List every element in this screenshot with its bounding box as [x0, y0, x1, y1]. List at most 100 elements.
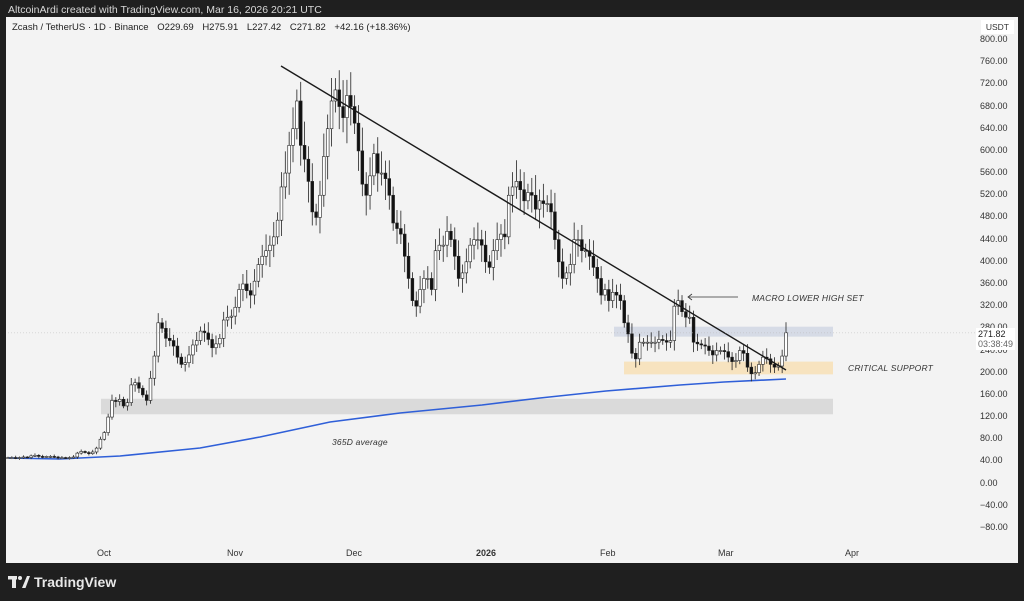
candle-body[interactable] — [445, 231, 449, 246]
candle-body[interactable] — [383, 172, 388, 179]
candle-body[interactable] — [245, 283, 249, 291]
candle-body[interactable] — [453, 239, 457, 257]
candle-body[interactable] — [661, 339, 665, 341]
candle-body[interactable] — [518, 181, 522, 191]
candle-body[interactable] — [372, 153, 376, 177]
candle-body[interactable] — [395, 222, 399, 229]
candle-body[interactable] — [279, 186, 284, 221]
candle-body[interactable] — [241, 283, 245, 290]
candle-body[interactable] — [587, 250, 592, 257]
candle-body[interactable] — [272, 236, 276, 246]
candle-body[interactable] — [329, 100, 334, 130]
candle-body[interactable] — [37, 455, 41, 457]
candle-body[interactable] — [187, 354, 191, 364]
candle-body[interactable] — [175, 345, 180, 358]
candle-body[interactable] — [179, 356, 184, 365]
candle-body[interactable] — [703, 344, 707, 347]
candle-body[interactable] — [6, 457, 10, 459]
candle-body[interactable] — [248, 290, 253, 296]
candle-body[interactable] — [91, 451, 95, 454]
candle-body[interactable] — [429, 278, 434, 290]
candle-body[interactable] — [757, 364, 761, 374]
candle-body[interactable] — [472, 239, 476, 246]
candle-body[interactable] — [476, 239, 480, 241]
candle-body[interactable] — [314, 211, 318, 218]
candle-body[interactable] — [202, 330, 207, 334]
candle-body[interactable] — [418, 289, 422, 307]
candle-body[interactable] — [483, 244, 488, 263]
candle-body[interactable] — [533, 194, 538, 210]
candle-body[interactable] — [391, 194, 395, 224]
candle-body[interactable] — [114, 400, 118, 402]
candle-body[interactable] — [275, 219, 280, 238]
candle-body[interactable] — [29, 455, 33, 458]
candle-body[interactable] — [626, 322, 630, 335]
candle-body[interactable] — [433, 250, 438, 290]
candle-body[interactable] — [144, 394, 149, 401]
candle-body[interactable] — [206, 332, 210, 340]
candle-body[interactable] — [564, 272, 569, 279]
candle-body[interactable] — [60, 457, 64, 459]
candle-body[interactable] — [761, 356, 765, 365]
candle-body[interactable] — [379, 172, 384, 175]
candle-body[interactable] — [164, 328, 168, 339]
candle-body[interactable] — [499, 233, 503, 240]
candle-body[interactable] — [549, 203, 553, 213]
candle-body[interactable] — [295, 100, 299, 130]
candle-body[interactable] — [610, 291, 615, 301]
candle-body[interactable] — [526, 192, 530, 202]
candle-body[interactable] — [491, 250, 495, 268]
candle-body[interactable] — [422, 278, 426, 290]
candle-body[interactable] — [71, 456, 76, 459]
candle-body[interactable] — [152, 355, 157, 379]
candle-body[interactable] — [437, 244, 442, 252]
candle-body[interactable] — [506, 194, 511, 238]
candle-body[interactable] — [10, 457, 14, 459]
candle-body[interactable] — [225, 316, 230, 321]
candle-body[interactable] — [287, 145, 291, 174]
candle-body[interactable] — [406, 255, 411, 279]
candle-body[interactable] — [87, 452, 91, 454]
candle-body[interactable] — [545, 203, 549, 205]
candle-body[interactable] — [168, 338, 172, 341]
candle-body[interactable] — [75, 452, 80, 458]
candle-body[interactable] — [156, 322, 160, 357]
candle-body[interactable] — [214, 343, 218, 349]
candle-body[interactable] — [487, 261, 492, 268]
candle-body[interactable] — [414, 300, 418, 307]
candle-body[interactable] — [576, 239, 580, 241]
candle-body[interactable] — [772, 364, 777, 368]
candle-body[interactable] — [560, 261, 565, 279]
candle-body[interactable] — [784, 332, 788, 357]
candle-body[interactable] — [48, 456, 53, 458]
candle-body[interactable] — [730, 356, 734, 362]
candle-body[interactable] — [299, 100, 303, 146]
candle-body[interactable] — [318, 194, 322, 218]
candle-body[interactable] — [368, 175, 372, 196]
candle-body[interactable] — [410, 278, 415, 301]
candle-body[interactable] — [210, 339, 214, 349]
candle-body[interactable] — [403, 233, 407, 257]
candle-body[interactable] — [649, 341, 653, 344]
candle-body[interactable] — [676, 300, 680, 307]
candle-body[interactable] — [33, 455, 37, 457]
candle-body[interactable] — [718, 350, 723, 352]
candle-body[interactable] — [460, 272, 465, 279]
currency-unit-label[interactable]: USDT — [980, 20, 1014, 34]
candle-body[interactable] — [333, 89, 338, 102]
candle-body[interactable] — [684, 311, 688, 318]
candle-body[interactable] — [522, 189, 526, 202]
candle-body[interactable] — [129, 384, 133, 403]
candle-body[interactable] — [141, 387, 145, 396]
candle-body[interactable] — [622, 300, 626, 324]
candle-body[interactable] — [691, 316, 696, 343]
candle-body[interactable] — [641, 341, 646, 344]
candle-body[interactable] — [749, 366, 754, 375]
candle-body[interactable] — [510, 186, 515, 196]
candle-body[interactable] — [160, 322, 164, 329]
candle-body[interactable] — [572, 239, 576, 265]
candle-body[interactable] — [614, 291, 619, 296]
candle-body[interactable] — [291, 128, 295, 146]
candle-body[interactable] — [745, 352, 750, 368]
